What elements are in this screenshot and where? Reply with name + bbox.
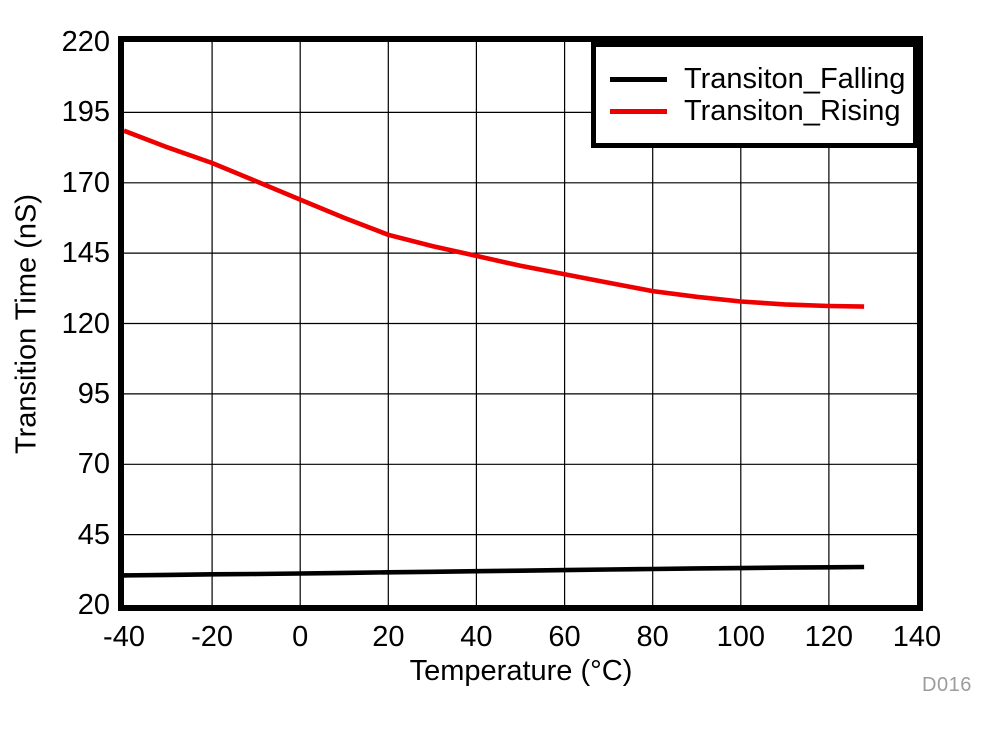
y-tick-label: 195: [61, 96, 110, 129]
plot-border: [118, 36, 923, 611]
legend-label-falling: Transiton_Falling: [684, 63, 906, 95]
x-tick-label: -40: [103, 621, 145, 653]
x-tick-label: -20: [191, 621, 234, 653]
x-tick-label: 20: [372, 621, 405, 653]
legend-line-swatch-falling: [610, 76, 667, 82]
legend-label-rising: Transiton_Rising: [684, 95, 901, 127]
series-line-transiton_falling: [123, 564, 865, 578]
x-tick-label: 120: [804, 621, 854, 653]
y-tick-label: 45: [77, 518, 110, 551]
y-tick-label: 70: [77, 448, 110, 481]
y-tick-label: 170: [61, 166, 110, 199]
legend: Transiton_Falling Transiton_Rising: [591, 42, 918, 148]
legend-item-rising: Transiton_Rising: [610, 95, 913, 127]
x-tick-label: 100: [716, 621, 765, 653]
series-line-transiton_rising: [123, 128, 865, 309]
x-tick-label: 0: [292, 621, 309, 653]
x-tick-label: 80: [636, 621, 669, 653]
x-tick-label: 60: [548, 621, 581, 653]
y-tick-label: 220: [61, 26, 110, 58]
x-axis-title: Temperature (°C): [409, 655, 633, 687]
legend-line-swatch-rising: [610, 108, 667, 114]
y-tick-label: 120: [61, 307, 110, 340]
x-tick-label: 140: [892, 621, 942, 653]
series-layer: [123, 128, 865, 578]
y-tick-label: 20: [77, 589, 110, 621]
figure-code-watermark: D016: [922, 674, 972, 696]
y-tick-label: 145: [61, 237, 110, 270]
legend-item-falling: Transiton_Falling: [610, 63, 913, 95]
x-tick-label: 40: [460, 621, 493, 653]
y-tick-label: 95: [77, 377, 110, 410]
